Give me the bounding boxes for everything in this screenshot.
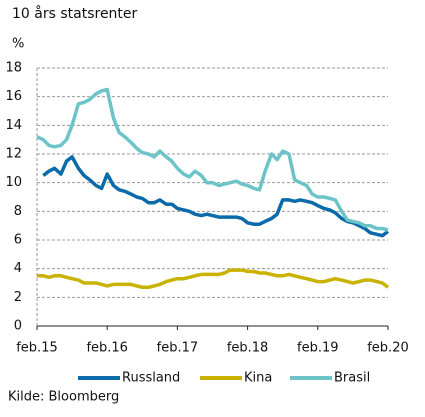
x-tick-label: feb.19 [297,341,339,356]
x-tick-label: feb.16 [86,341,128,356]
y-tick-label: 8 [14,204,22,219]
y-tick-label: 14 [5,118,22,133]
x-tick-label: feb.15 [16,341,58,356]
y-tick-label: 18 [5,61,22,76]
y-tick-label: 2 [14,290,22,305]
chart-title: 10 års statsrenter [12,5,138,22]
y-tick-label: 0 [14,319,22,334]
x-tick-label: feb.18 [227,341,269,356]
legend-label: Kina [244,371,272,386]
source: Kilde: Bloomberg [8,390,119,405]
x-tick-label: feb.20 [367,341,409,356]
y-tick-label: 4 [14,261,22,276]
y-tick-label: 10 [5,175,22,190]
series-line [37,268,390,290]
legend-label: Russland [122,371,180,386]
y-tick-label: 12 [5,147,22,162]
legend-label: Brasil [334,371,370,386]
y-axis-label: % [12,37,24,52]
series-line [36,87,389,232]
series-line [42,155,390,238]
y-tick-label: 6 [14,233,22,248]
y-tick-label: 16 [5,89,22,104]
x-tick-label: feb.17 [157,341,199,356]
